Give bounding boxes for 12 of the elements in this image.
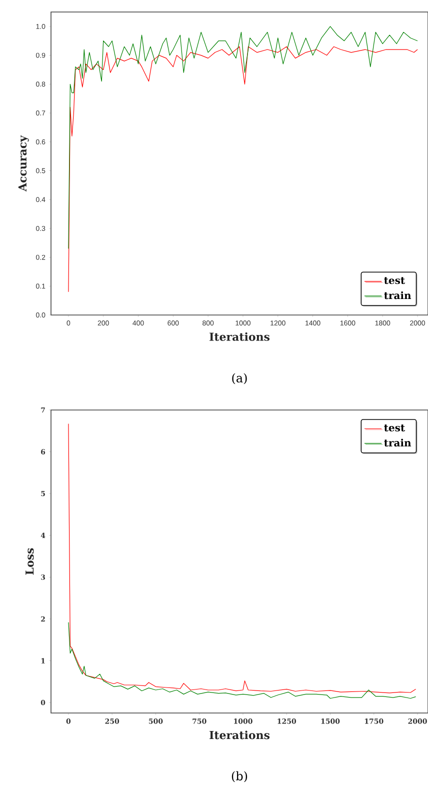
legend-label: test (384, 424, 406, 432)
legend-label: train (384, 291, 412, 300)
x-axis-title: Iterations (210, 730, 270, 740)
y-axis-title: Loss (26, 548, 34, 575)
x-axis-title: Iterations (210, 332, 270, 341)
y-axis-title: Accuracy (18, 135, 29, 192)
line-series (68, 26, 418, 249)
text: (b) (232, 771, 248, 782)
legend-label: train (384, 438, 412, 447)
text: (a) (232, 373, 247, 384)
line-series (68, 622, 416, 699)
legend-label: test (384, 277, 406, 284)
